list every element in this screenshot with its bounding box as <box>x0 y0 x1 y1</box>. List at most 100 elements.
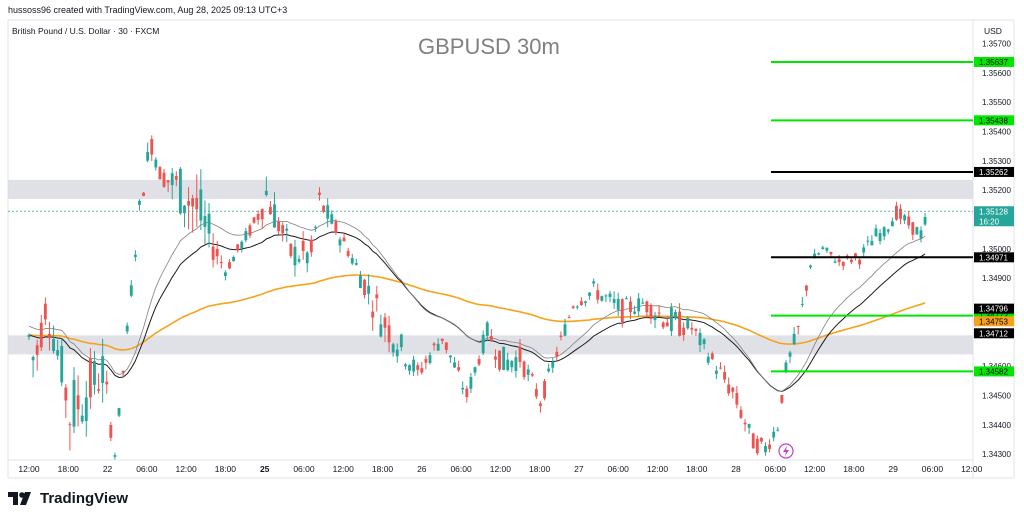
candle-body <box>252 217 256 223</box>
candle-body <box>88 358 92 398</box>
candle <box>252 216 256 224</box>
candle-body <box>350 258 354 264</box>
candle <box>551 358 555 373</box>
candle <box>318 187 321 201</box>
candle-body <box>412 359 416 372</box>
indicator-badge-1.34796 <box>974 303 1014 314</box>
candle <box>600 295 604 302</box>
candle-body <box>600 296 604 301</box>
candle-body <box>800 303 804 305</box>
candle <box>68 421 72 451</box>
candle <box>191 194 195 233</box>
candle-body <box>203 216 207 227</box>
candle <box>543 378 546 401</box>
x-tick-label: 18:00 <box>58 464 80 474</box>
candle-body <box>604 295 608 297</box>
y-tick-label: 1.35000 <box>982 245 1011 254</box>
candle-body <box>485 322 489 336</box>
candle-body <box>784 362 788 373</box>
candle-body <box>498 350 501 370</box>
candle-body <box>187 201 191 206</box>
candle <box>755 435 759 456</box>
candle-body <box>97 389 100 391</box>
candle-body <box>322 205 326 212</box>
candle-body <box>301 240 305 251</box>
candle <box>539 401 542 413</box>
brand-name: TradingView <box>40 490 129 507</box>
candle-body <box>522 361 526 378</box>
candle-body <box>174 176 178 180</box>
candle <box>154 157 158 171</box>
credit-line: hussoss96 created with TradingView.com, … <box>8 5 288 15</box>
candle-body <box>60 345 64 383</box>
x-tick-label: 06:00 <box>293 464 315 474</box>
candle-body <box>510 360 514 368</box>
candle <box>780 394 784 405</box>
candle-body <box>559 335 563 337</box>
candle <box>706 352 710 366</box>
x-tick-label: 12:00 <box>333 464 355 474</box>
candle <box>203 200 207 246</box>
candle <box>817 252 821 256</box>
candle <box>870 235 874 246</box>
indicator-badge-1.34712-text: 1.34712 <box>979 329 1008 338</box>
candle <box>367 274 371 305</box>
candle <box>858 258 862 269</box>
x-tick-label: 18:00 <box>529 464 551 474</box>
candle <box>502 346 506 371</box>
candle <box>146 142 150 163</box>
x-tick-label: 12:00 <box>804 464 826 474</box>
candle-body <box>903 215 907 221</box>
candle <box>669 303 673 337</box>
current-price-badge <box>974 206 1014 227</box>
candle-body <box>346 250 350 256</box>
candle-body <box>138 200 141 205</box>
candle <box>649 303 653 324</box>
candle <box>494 349 497 369</box>
candle <box>358 270 362 289</box>
level-badge-1.35262-text: 1.35262 <box>979 168 1008 177</box>
candle <box>379 314 383 338</box>
candle-body <box>841 261 845 267</box>
candle-body <box>731 387 735 392</box>
candle <box>555 346 559 361</box>
candle-body <box>178 168 182 214</box>
candle <box>735 385 739 409</box>
candle <box>27 333 31 340</box>
candle <box>559 331 563 341</box>
candle-body <box>334 221 338 233</box>
candle-body <box>862 247 866 253</box>
candle <box>109 422 113 442</box>
candle-body <box>183 205 186 214</box>
candle-body <box>629 301 632 313</box>
candle <box>338 236 342 253</box>
moving-averages <box>28 220 926 393</box>
candle <box>178 167 182 215</box>
candle-body <box>596 290 600 300</box>
candle <box>277 217 281 235</box>
candle-body <box>465 388 469 398</box>
candle-body <box>759 437 763 442</box>
candle-body <box>338 239 342 246</box>
candle <box>326 198 330 228</box>
candle-body <box>923 217 927 225</box>
candle-body <box>408 365 411 371</box>
candle <box>592 278 596 288</box>
candle <box>825 247 829 254</box>
candle <box>661 321 665 330</box>
candle-body <box>211 246 215 260</box>
candle-body <box>105 381 109 385</box>
candle <box>584 300 587 307</box>
candle <box>97 373 100 394</box>
candle-body <box>772 431 776 438</box>
candle <box>174 171 178 187</box>
flash-icon[interactable] <box>778 443 794 459</box>
candle <box>236 244 240 253</box>
candle <box>105 370 109 394</box>
candle <box>510 360 514 373</box>
candle-body <box>543 381 546 399</box>
candle <box>228 258 231 270</box>
candle <box>375 286 379 312</box>
candle <box>768 439 772 453</box>
